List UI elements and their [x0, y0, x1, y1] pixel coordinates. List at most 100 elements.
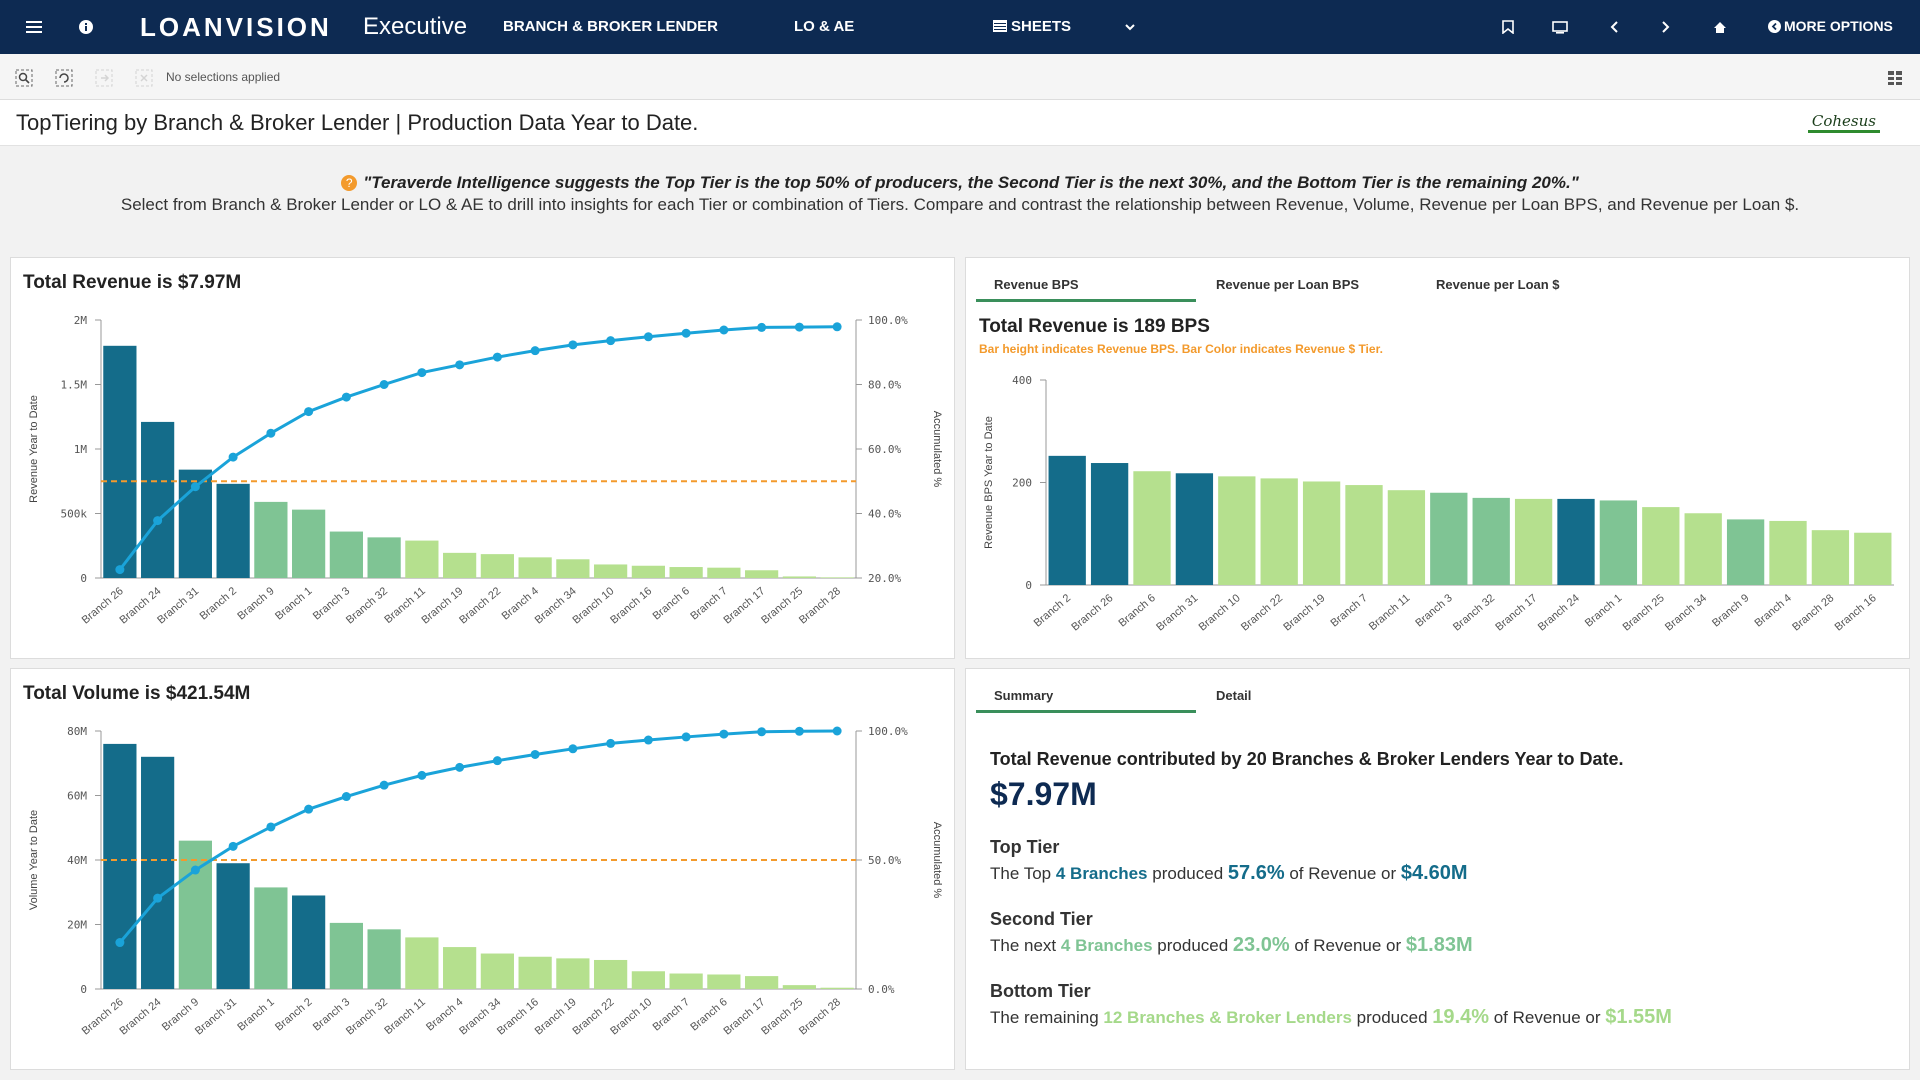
bps-bar-branch-34	[1684, 513, 1722, 585]
revenue-accumulated-point-branch-28	[832, 322, 842, 332]
second-tier-lead: The next	[990, 936, 1057, 955]
top-tier-amount: $4.60M	[1400, 862, 1468, 884]
revenue-x-tick-branch-2: Branch 2	[198, 585, 239, 622]
volume-x-tick-branch-11: Branch 11	[382, 996, 428, 1037]
revenue-bar-branch-28	[820, 577, 854, 578]
volume-accumulated-point-branch-10	[643, 735, 653, 745]
tab-summary[interactable]: Summary	[976, 679, 1196, 713]
bps-bar-branch-24	[1557, 498, 1595, 585]
bottom-tier-sentence: The remaining 12 Branches & Broker Lende…	[990, 1006, 1672, 1029]
second-tier-block: Second Tier The next 4 Branches produced…	[990, 909, 1672, 957]
volume-bar-branch-31	[216, 863, 250, 989]
grid-view-icon[interactable]	[1884, 67, 1906, 89]
revenue-y-tick: 1.5M	[61, 379, 88, 392]
bps-x-tick-branch-2: Branch 2	[1032, 592, 1073, 629]
summary-headline: Total Revenue contributed by 20 Branches…	[990, 749, 1624, 769]
volume-bar-branch-32	[367, 929, 401, 989]
revenue-x-tick-branch-9: Branch 9	[235, 585, 276, 622]
volume-accumulated-point-branch-16	[530, 749, 540, 759]
bps-x-tick-branch-17: Branch 17	[1493, 592, 1539, 633]
revenue-bar-branch-1	[292, 509, 326, 578]
volume-accumulated-point-branch-4	[455, 762, 465, 772]
bps-bar-branch-2	[1048, 455, 1086, 585]
revenue-accumulated-line	[118, 325, 838, 571]
selections-tool-icon[interactable]	[53, 67, 75, 89]
bps-y-tick: 0	[1025, 579, 1032, 592]
previous-sheet-icon[interactable]	[1594, 0, 1634, 54]
bps-x-tick-branch-7: Branch 7	[1328, 592, 1369, 629]
bps-bar-branch-6	[1133, 471, 1171, 585]
bottom-tier-block: Bottom Tier The remaining 12 Branches & …	[990, 981, 1672, 1029]
volume-bar-branch-22	[594, 959, 628, 989]
tab-detail[interactable]: Detail	[1216, 688, 1252, 703]
revenue-accumulated-point-branch-32	[379, 380, 389, 389]
app-logo: LOANVISION	[140, 12, 332, 43]
bps-bar-branch-9	[1726, 519, 1765, 585]
present-icon[interactable]	[1540, 0, 1580, 54]
volume-accumulated-point-branch-11	[417, 770, 427, 780]
chevron-down-icon[interactable]	[1110, 0, 1150, 54]
bps-x-tick-branch-3: Branch 3	[1413, 592, 1454, 629]
volume-y2-label: Accumulated %	[931, 822, 943, 899]
revenue-bar-branch-7	[707, 567, 741, 578]
revenue-accumulated-point-branch-10	[606, 336, 616, 346]
volume-bar-branch-11	[405, 937, 439, 989]
revenue-y2-label: Accumulated %	[931, 411, 943, 488]
revenue-bar-branch-9	[254, 501, 288, 578]
bps-y-tick: 400	[1012, 374, 1032, 387]
volume-accumulated-point-branch-22	[606, 738, 616, 748]
volume-accumulated-point-branch-1	[266, 822, 276, 832]
revenue-accumulated-point-branch-11	[417, 368, 427, 378]
volume-accumulated-point-branch-25	[794, 726, 804, 736]
volume-x-tick-branch-28: Branch 28	[797, 996, 843, 1037]
bps-panel-title: Total Revenue is 189 BPS	[979, 316, 1210, 337]
nav-branch-broker-lender[interactable]: BRANCH & BROKER LENDER	[503, 18, 719, 35]
next-sheet-icon[interactable]	[1646, 0, 1686, 54]
volume-x-tick-branch-32: Branch 32	[344, 996, 390, 1037]
volume-y2-tick: 0.0%	[868, 983, 895, 996]
smart-search-icon[interactable]	[13, 67, 35, 89]
revenue-x-tick-branch-1: Branch 1	[273, 585, 314, 622]
bps-x-tick-branch-11: Branch 11	[1367, 592, 1413, 633]
revenue-accumulated-point-branch-16	[643, 332, 653, 342]
bookmark-icon[interactable]	[1488, 0, 1528, 54]
bps-bar-branch-28	[1811, 530, 1850, 585]
second-tier-heading: Second Tier	[990, 909, 1093, 929]
volume-bar-branch-1	[254, 887, 288, 989]
bps-x-tick-branch-24: Branch 24	[1536, 592, 1582, 633]
volume-bar-branch-7	[669, 973, 703, 989]
nav-lo-ae[interactable]: LO & AE	[794, 18, 855, 35]
volume-accumulated-point-branch-32	[379, 780, 389, 790]
summary-panel: Summary Detail Total Revenue contributed…	[965, 668, 1910, 1070]
logo-part-loan: LOAN	[140, 12, 226, 42]
volume-bar-branch-10	[631, 971, 665, 989]
volume-bar-branch-6	[707, 974, 741, 989]
revenue-y-tick: 1M	[74, 443, 88, 456]
bps-y-label: Revenue BPS Year to Date	[983, 416, 995, 549]
revenue-bar-branch-19	[443, 552, 477, 578]
revenue-accumulated-point-branch-2	[228, 452, 238, 462]
intro-text: ? "Teraverde Intelligence suggests the To…	[0, 172, 1920, 216]
more-options-button[interactable]: MORE OPTIONS	[1768, 18, 1893, 34]
bottom-tier-of: of Revenue or	[1493, 1008, 1601, 1027]
revenue-accumulated-point-branch-6	[681, 328, 691, 338]
bps-bar-branch-4	[1769, 520, 1807, 585]
volume-pareto-chart: 0 20M 40M 60M 80M Volume Year to Date Branch 2…	[28, 725, 943, 1038]
tab-revenue-per-loan-bps[interactable]: Revenue per Loan BPS	[1216, 277, 1360, 292]
revenue-bar-branch-17	[745, 570, 779, 578]
nav-sheets[interactable]: SHEETS	[993, 18, 1071, 35]
volume-x-tick-branch-1: Branch 1	[235, 996, 276, 1033]
volume-y-tick: 40M	[67, 854, 87, 867]
second-tier-group: 4 Branches	[1060, 936, 1153, 955]
tab-revenue-bps[interactable]: Revenue BPS	[976, 268, 1196, 302]
volume-x-tick-branch-7: Branch 7	[651, 996, 692, 1033]
volume-accumulated-point-branch-26	[115, 938, 125, 948]
revenue-accumulated-point-branch-4	[530, 346, 540, 356]
volume-y-tick: 0	[80, 983, 87, 996]
hamburger-menu-icon[interactable]	[14, 0, 54, 54]
revenue-accumulated-point-branch-34	[568, 340, 578, 350]
tab-revenue-per-loan-dollars[interactable]: Revenue per Loan $	[1436, 277, 1560, 292]
volume-bar-branch-16	[518, 956, 552, 989]
info-icon[interactable]	[66, 0, 106, 54]
home-icon[interactable]	[1700, 0, 1740, 54]
